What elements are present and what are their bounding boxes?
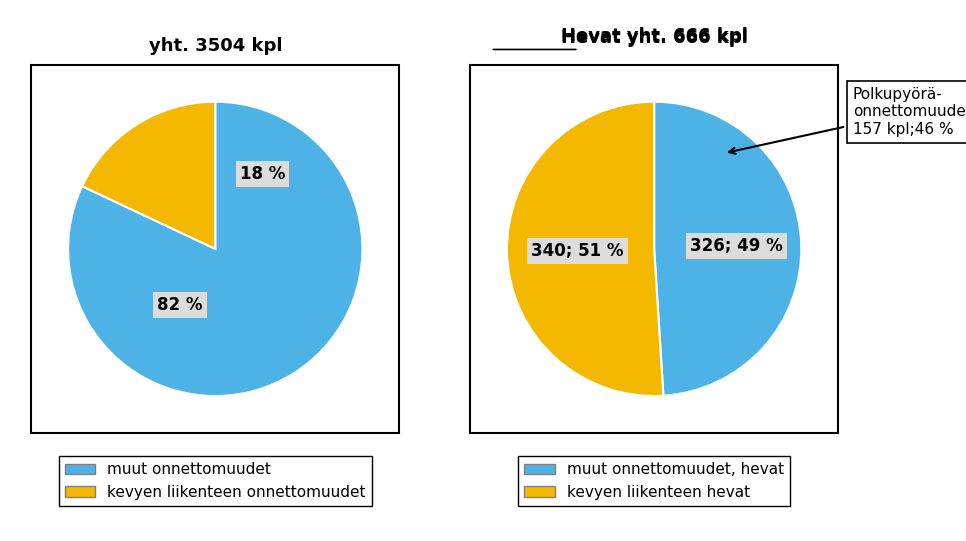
Text: 18 %: 18 % [240, 166, 285, 183]
Title: yht. 3504 kpl: yht. 3504 kpl [149, 37, 282, 55]
Wedge shape [654, 102, 802, 395]
Wedge shape [68, 102, 362, 396]
Text: Hevat yht. 666 kpl: Hevat yht. 666 kpl [560, 29, 748, 47]
Legend: muut onnettomuudet, kevyen liikenteen onnettomuudet: muut onnettomuudet, kevyen liikenteen on… [59, 456, 372, 506]
Text: 340; 51 %: 340; 51 % [531, 242, 624, 260]
Bar [31, 65, 399, 433]
Text: Polkupyörä-
onnettomuudet
157 kpl;46 %: Polkupyörä- onnettomuudet 157 kpl;46 % [729, 87, 966, 154]
Legend: muut onnettomuudet, hevat, kevyen liikenteen hevat: muut onnettomuudet, hevat, kevyen liiken… [518, 456, 790, 506]
Bar [470, 65, 838, 433]
Text: Hevat yht. 666 kpl: Hevat yht. 666 kpl [560, 27, 748, 45]
Text: Hevat yht. 666 kpl: Hevat yht. 666 kpl [0, 540, 1, 541]
Wedge shape [507, 102, 664, 396]
Text: 326; 49 %: 326; 49 % [690, 237, 782, 255]
Title: Hevat yht. 666 kpl: Hevat yht. 666 kpl [0, 540, 1, 541]
Wedge shape [82, 102, 215, 249]
Text: 82 %: 82 % [157, 296, 203, 314]
